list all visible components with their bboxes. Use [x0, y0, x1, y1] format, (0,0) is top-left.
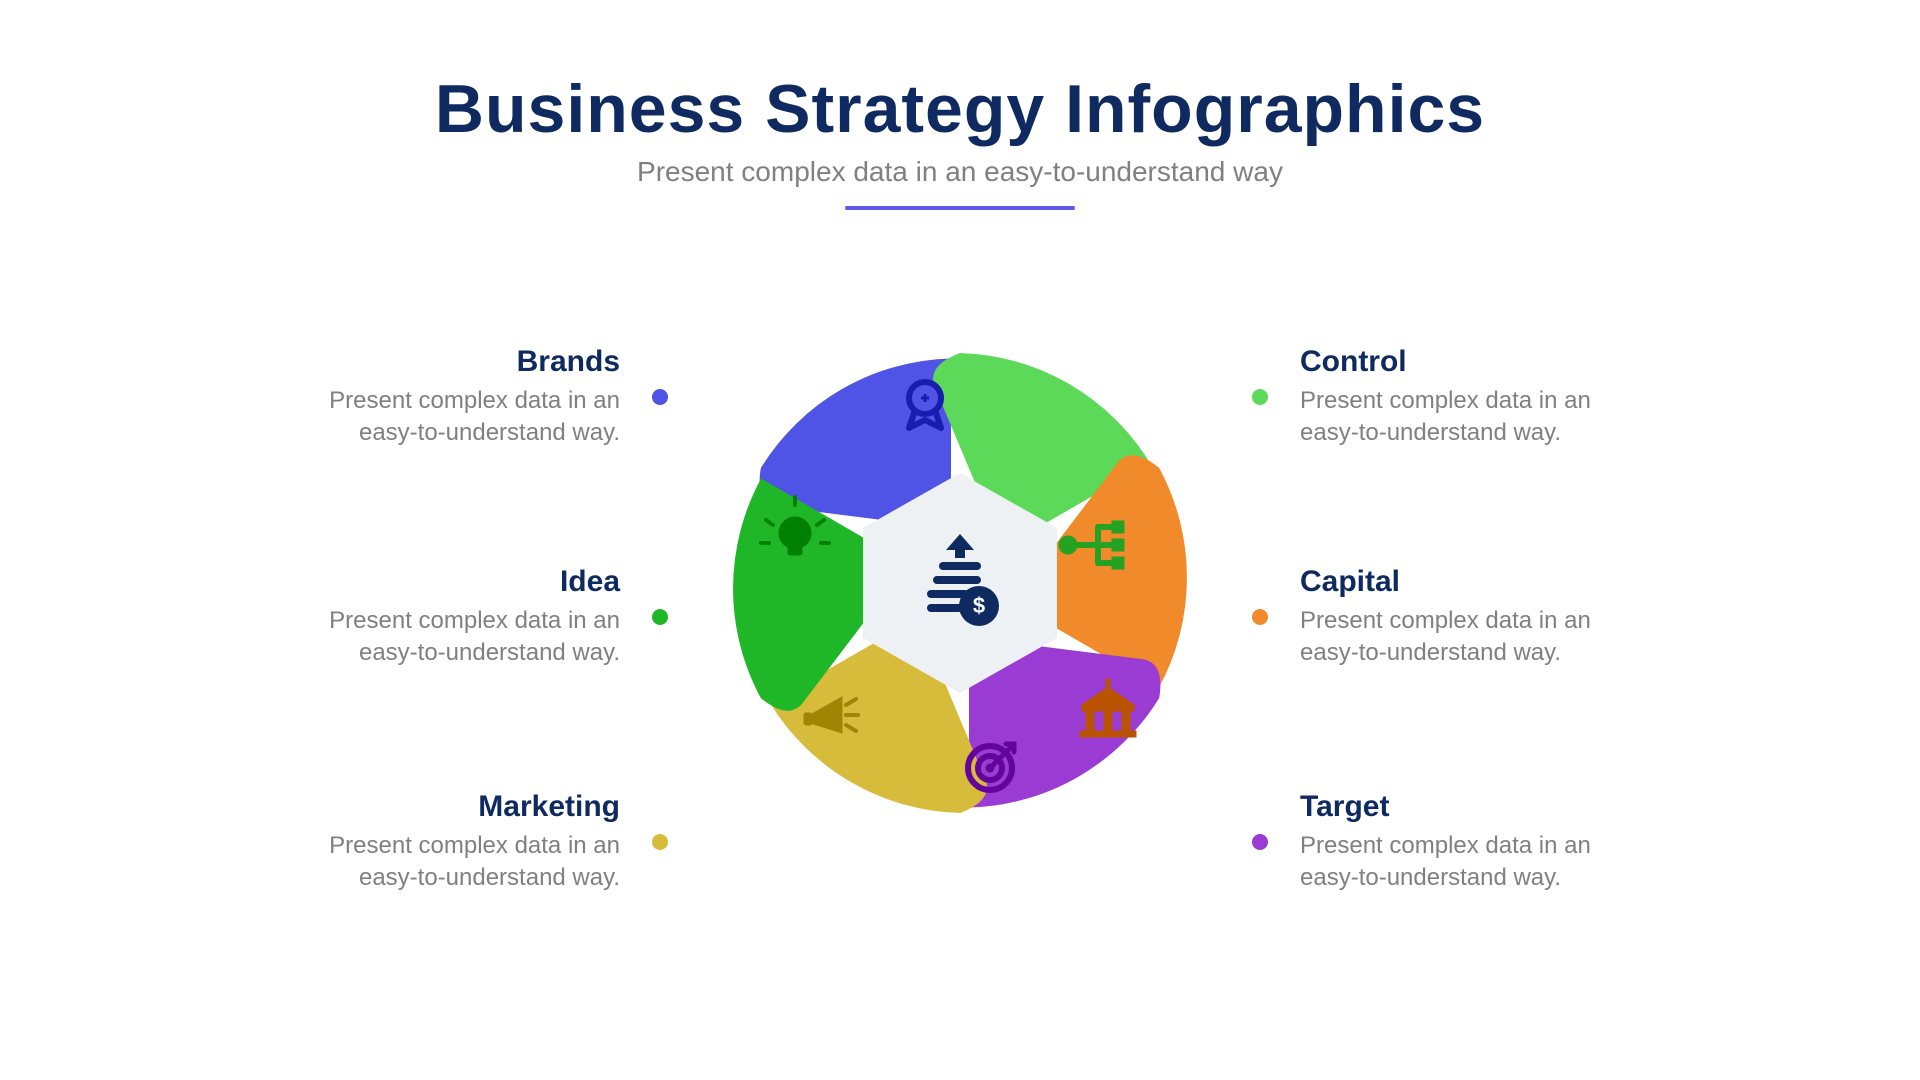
label-marketing: Marketing Present complex data in an easy… — [280, 790, 620, 895]
label-desc-target: Present complex data in an easy-to-under… — [1300, 830, 1640, 895]
dot-marketing — [652, 834, 668, 850]
label-control: Control Present complex data in an easy-t… — [1300, 345, 1640, 450]
label-desc-idea: Present complex data in an easy-to-under… — [280, 605, 620, 670]
label-idea: Idea Present complex data in an easy-to-u… — [280, 565, 620, 670]
aperture-diagram: $ — [700, 323, 1220, 843]
label-title-control: Control — [1300, 345, 1640, 379]
label-desc-brands: Present complex data in an easy-to-under… — [280, 385, 620, 450]
dot-brands — [652, 389, 668, 405]
header: Business Strategy Infographics Present c… — [0, 0, 1920, 210]
dot-control — [1252, 389, 1268, 405]
label-title-target: Target — [1300, 790, 1640, 824]
label-title-idea: Idea — [280, 565, 620, 599]
svg-text:$: $ — [973, 593, 985, 618]
dot-idea — [652, 609, 668, 625]
title-underline — [845, 206, 1075, 210]
label-brands: Brands Present complex data in an easy-to… — [280, 345, 620, 450]
page-subtitle: Present complex data in an easy-to-under… — [0, 156, 1920, 188]
page-title: Business Strategy Infographics — [0, 70, 1920, 148]
label-title-marketing: Marketing — [280, 790, 620, 824]
label-desc-capital: Present complex data in an easy-to-under… — [1300, 605, 1640, 670]
dot-target — [1252, 834, 1268, 850]
label-desc-control: Present complex data in an easy-to-under… — [1300, 385, 1640, 450]
money-growth-icon: $ — [905, 528, 1015, 638]
label-desc-marketing: Present complex data in an easy-to-under… — [280, 830, 620, 895]
label-title-brands: Brands — [280, 345, 620, 379]
dot-capital — [1252, 609, 1268, 625]
label-target: Target Present complex data in an easy-to… — [1300, 790, 1640, 895]
label-title-capital: Capital — [1300, 565, 1640, 599]
label-capital: Capital Present complex data in an easy-t… — [1300, 565, 1640, 670]
